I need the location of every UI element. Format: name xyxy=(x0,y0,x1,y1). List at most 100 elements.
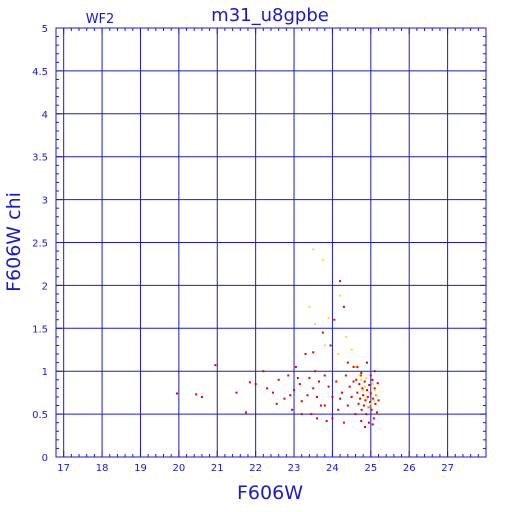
red-point xyxy=(316,417,319,420)
red-point xyxy=(342,305,345,308)
red-point xyxy=(373,387,376,390)
red-point xyxy=(277,378,280,381)
red-point xyxy=(312,387,315,390)
red-point xyxy=(362,404,365,407)
yellow-point xyxy=(364,385,367,388)
red-point xyxy=(365,413,368,416)
red-point xyxy=(357,402,360,405)
red-point xyxy=(329,344,332,347)
red-point xyxy=(327,385,330,388)
red-point xyxy=(195,393,198,396)
yellow-point xyxy=(360,378,363,381)
red-point xyxy=(300,400,303,403)
yellow-point xyxy=(312,248,315,251)
red-point xyxy=(344,374,347,377)
red-point xyxy=(175,392,178,395)
red-point xyxy=(321,331,324,334)
red-point xyxy=(373,370,376,373)
x-tick-labels: 17 18 19 20 21 22 23 24 25 26 27 xyxy=(57,463,454,474)
red-point xyxy=(337,408,340,411)
red-point xyxy=(312,351,315,354)
red-point xyxy=(262,370,265,373)
red-point xyxy=(364,425,367,428)
yellow-point xyxy=(371,383,374,386)
plot-frame xyxy=(55,27,487,458)
x-tick-label: 22 xyxy=(249,463,262,474)
red-point xyxy=(339,397,342,400)
yellow-point xyxy=(369,402,372,405)
x-tick-label: 18 xyxy=(96,463,109,474)
red-point xyxy=(356,391,359,394)
red-point xyxy=(331,417,334,420)
red-point xyxy=(356,365,359,368)
red-point xyxy=(342,421,345,424)
y-tick-label: 1 xyxy=(42,367,48,378)
y-tick-label: 5 xyxy=(42,24,48,35)
yellow-point xyxy=(327,317,330,320)
red-point xyxy=(354,413,357,416)
red-point xyxy=(341,391,344,394)
yellow-point xyxy=(350,348,353,351)
red-point xyxy=(355,378,358,381)
y-tick-label: 2 xyxy=(42,281,48,292)
red-point xyxy=(331,395,334,398)
x-tick-label: 19 xyxy=(134,463,147,474)
red-point xyxy=(245,411,248,414)
red-point xyxy=(306,394,309,397)
red-point xyxy=(310,413,313,416)
red-point xyxy=(361,387,364,390)
yellow-point xyxy=(344,335,347,338)
chart-title: m31_u8gpbe xyxy=(211,5,329,26)
red-point xyxy=(346,361,349,364)
red-point xyxy=(317,380,320,383)
red-point xyxy=(365,389,368,392)
x-tick-label: 27 xyxy=(441,463,454,474)
red-point xyxy=(371,378,374,381)
red-point xyxy=(359,397,362,400)
yellow-point xyxy=(367,390,370,393)
red-point xyxy=(319,404,322,407)
red-point xyxy=(304,353,307,356)
red-point xyxy=(333,318,336,321)
red-point xyxy=(348,385,351,388)
yellow-point xyxy=(321,258,324,261)
red-point xyxy=(360,371,363,374)
red-point xyxy=(287,374,290,377)
chart-subtitle: WF2 xyxy=(86,12,115,27)
red-point xyxy=(360,419,363,422)
red-point xyxy=(377,399,380,402)
red-point xyxy=(365,361,368,364)
red-point xyxy=(374,402,377,405)
red-point xyxy=(300,413,303,416)
red-point xyxy=(369,374,372,377)
red-point xyxy=(325,419,328,422)
yellow-point xyxy=(323,344,326,347)
yellow-point xyxy=(365,397,368,400)
x-tick-label: 20 xyxy=(172,463,185,474)
yellow-point xyxy=(354,365,357,368)
y-tick-label: 3 xyxy=(42,196,48,207)
yellow-point xyxy=(339,294,342,297)
red-point xyxy=(372,397,375,400)
x-tick-label: 26 xyxy=(403,463,416,474)
red-point xyxy=(271,391,274,394)
y-tick-label: 0.5 xyxy=(32,410,48,421)
red-point xyxy=(266,387,269,390)
red-point xyxy=(364,399,367,402)
yellow-point xyxy=(365,377,368,380)
red-point xyxy=(376,382,379,385)
data-points xyxy=(175,248,380,428)
red-point xyxy=(350,395,353,398)
yellow-point xyxy=(373,389,376,392)
red-point xyxy=(323,404,326,407)
red-point xyxy=(235,391,238,394)
red-point xyxy=(369,392,372,395)
yellow-point xyxy=(362,389,365,392)
red-point xyxy=(359,374,362,377)
red-point xyxy=(369,401,372,404)
yellow-point xyxy=(314,323,317,326)
red-point xyxy=(214,364,217,367)
yellow-point xyxy=(308,305,311,308)
red-point xyxy=(346,404,349,407)
red-point xyxy=(360,408,363,411)
